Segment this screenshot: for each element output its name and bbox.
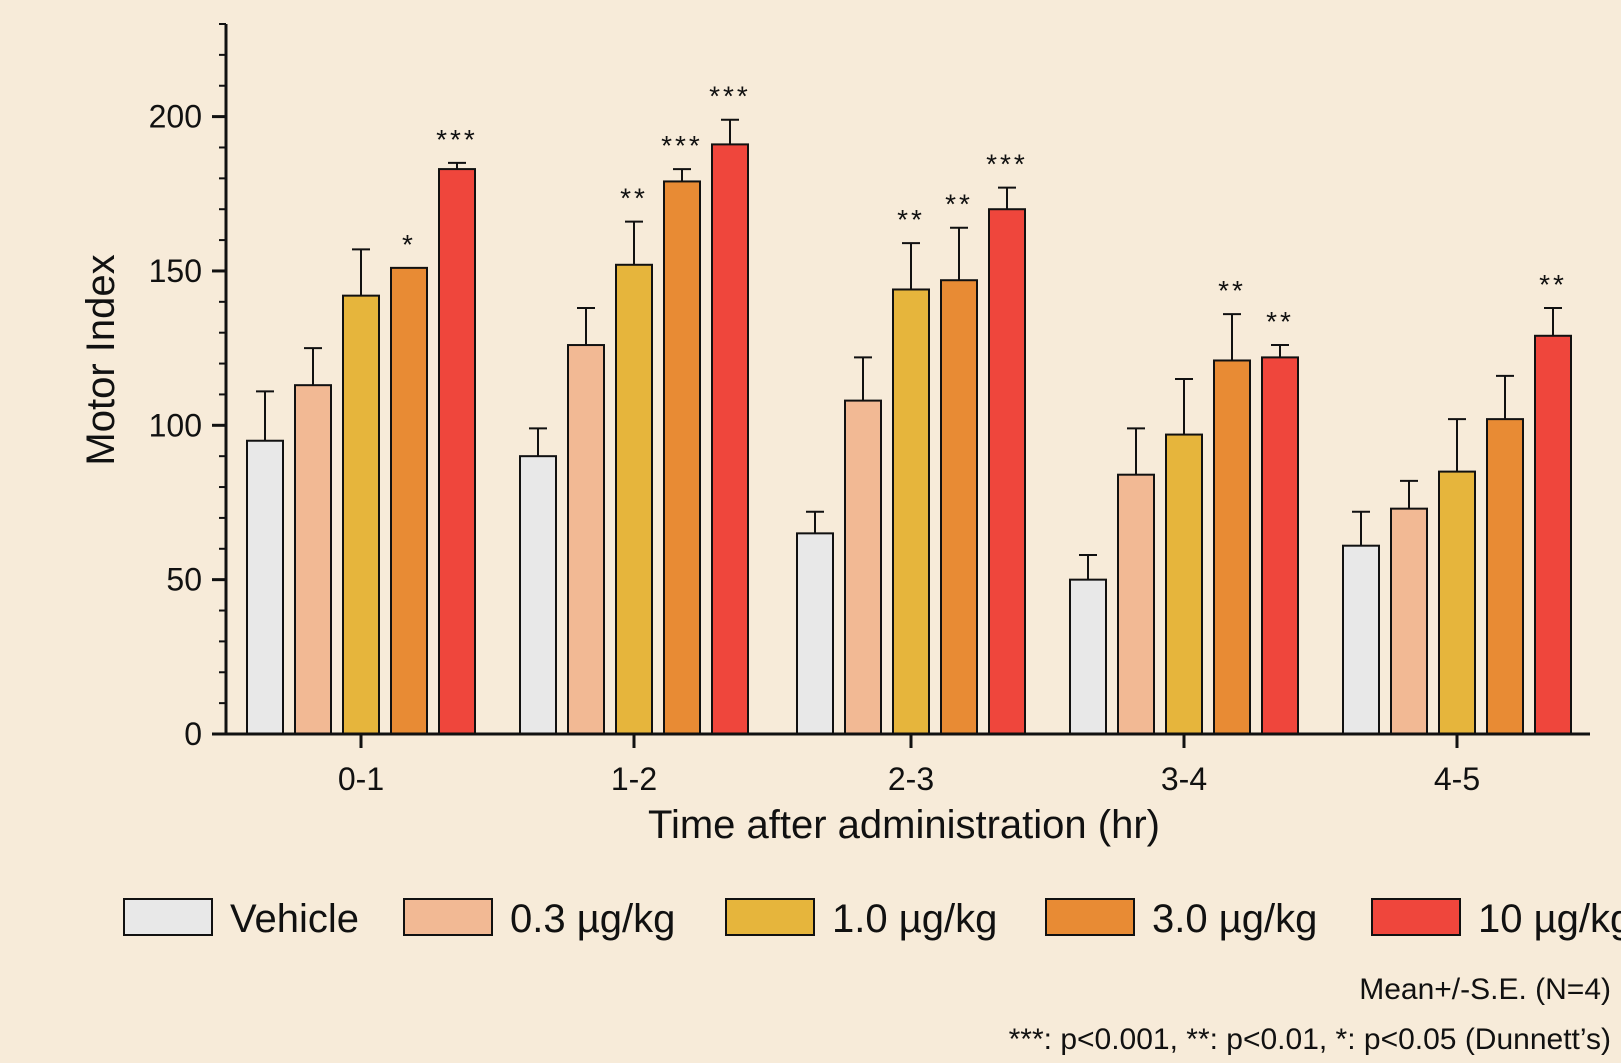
bar (940, 279, 978, 735)
legend-swatch (403, 898, 493, 936)
y-tick-label: 100 (149, 407, 202, 443)
bar (1486, 418, 1524, 735)
bar (390, 266, 428, 735)
legend-label: 1.0 µg/kg (832, 897, 997, 941)
bar (342, 294, 380, 735)
significance-marker: * (402, 229, 416, 260)
stats-note-n: Mean+/-S.E. (N=4) (1359, 973, 1611, 1006)
legend-label: 10 µg/kg (1478, 897, 1621, 941)
significance-marker: ** (945, 189, 973, 220)
bar (1069, 578, 1107, 735)
x-axis-label: Time after administration (hr) (648, 803, 1160, 847)
bar (615, 263, 653, 735)
bar (567, 344, 605, 735)
significance-marker: *** (436, 124, 478, 155)
bars-layer: ************************* (246, 81, 1572, 736)
legend-label: Vehicle (230, 897, 359, 941)
significance-marker: *** (661, 130, 703, 161)
bar (988, 208, 1026, 735)
bar (1390, 507, 1428, 735)
bar (796, 532, 834, 736)
significance-marker: *** (986, 149, 1028, 180)
significance-marker: ** (1539, 269, 1567, 300)
axes-layer: 0 50 100 150 200 0-1 1-2 2-3 3-4 4-5 (149, 23, 1590, 797)
y-tick-label: 0 (184, 716, 202, 752)
significance-marker: ** (1218, 275, 1246, 306)
y-tick-label: 50 (166, 562, 202, 598)
y-tick-label: 200 (149, 99, 202, 135)
x-tick-label: 4-5 (1434, 761, 1480, 797)
bar (844, 399, 882, 735)
legend-label: 0.3 µg/kg (510, 897, 675, 941)
bar (711, 143, 749, 736)
bar (1213, 359, 1251, 735)
legend: Vehicle 0.3 µg/kg 1.0 µg/kg 3.0 µg/kg 10 µg/… (123, 897, 1621, 941)
legend-swatch (1371, 898, 1461, 936)
bar (438, 168, 476, 735)
bar (1165, 433, 1203, 735)
x-tick-label: 2-3 (888, 761, 934, 797)
significance-marker: ** (897, 204, 925, 235)
bar (294, 384, 332, 735)
bar (519, 455, 557, 735)
bar (246, 439, 284, 735)
x-tick-label: 0-1 (338, 761, 384, 797)
bar (1534, 334, 1572, 735)
bar (1261, 356, 1299, 735)
legend-swatch (123, 898, 213, 936)
significance-marker: ** (1266, 306, 1294, 337)
y-axis-label: Motor Index (79, 254, 123, 465)
stats-note-significance: ***: p<0.001, **: p<0.01, *: p<0.05 (Dun… (1009, 1023, 1611, 1056)
significance-marker: ** (620, 183, 648, 214)
bar (663, 180, 701, 736)
x-tick-label: 1-2 (611, 761, 657, 797)
y-tick-label: 150 (149, 253, 202, 289)
legend-swatch (725, 898, 815, 936)
legend-label: 3.0 µg/kg (1152, 897, 1317, 941)
legend-swatch (1045, 898, 1135, 936)
x-tick-label: 3-4 (1161, 761, 1207, 797)
bar (1117, 473, 1155, 735)
bar (892, 288, 930, 735)
bar (1438, 470, 1476, 735)
significance-marker: *** (709, 81, 751, 112)
bar (1342, 544, 1380, 736)
